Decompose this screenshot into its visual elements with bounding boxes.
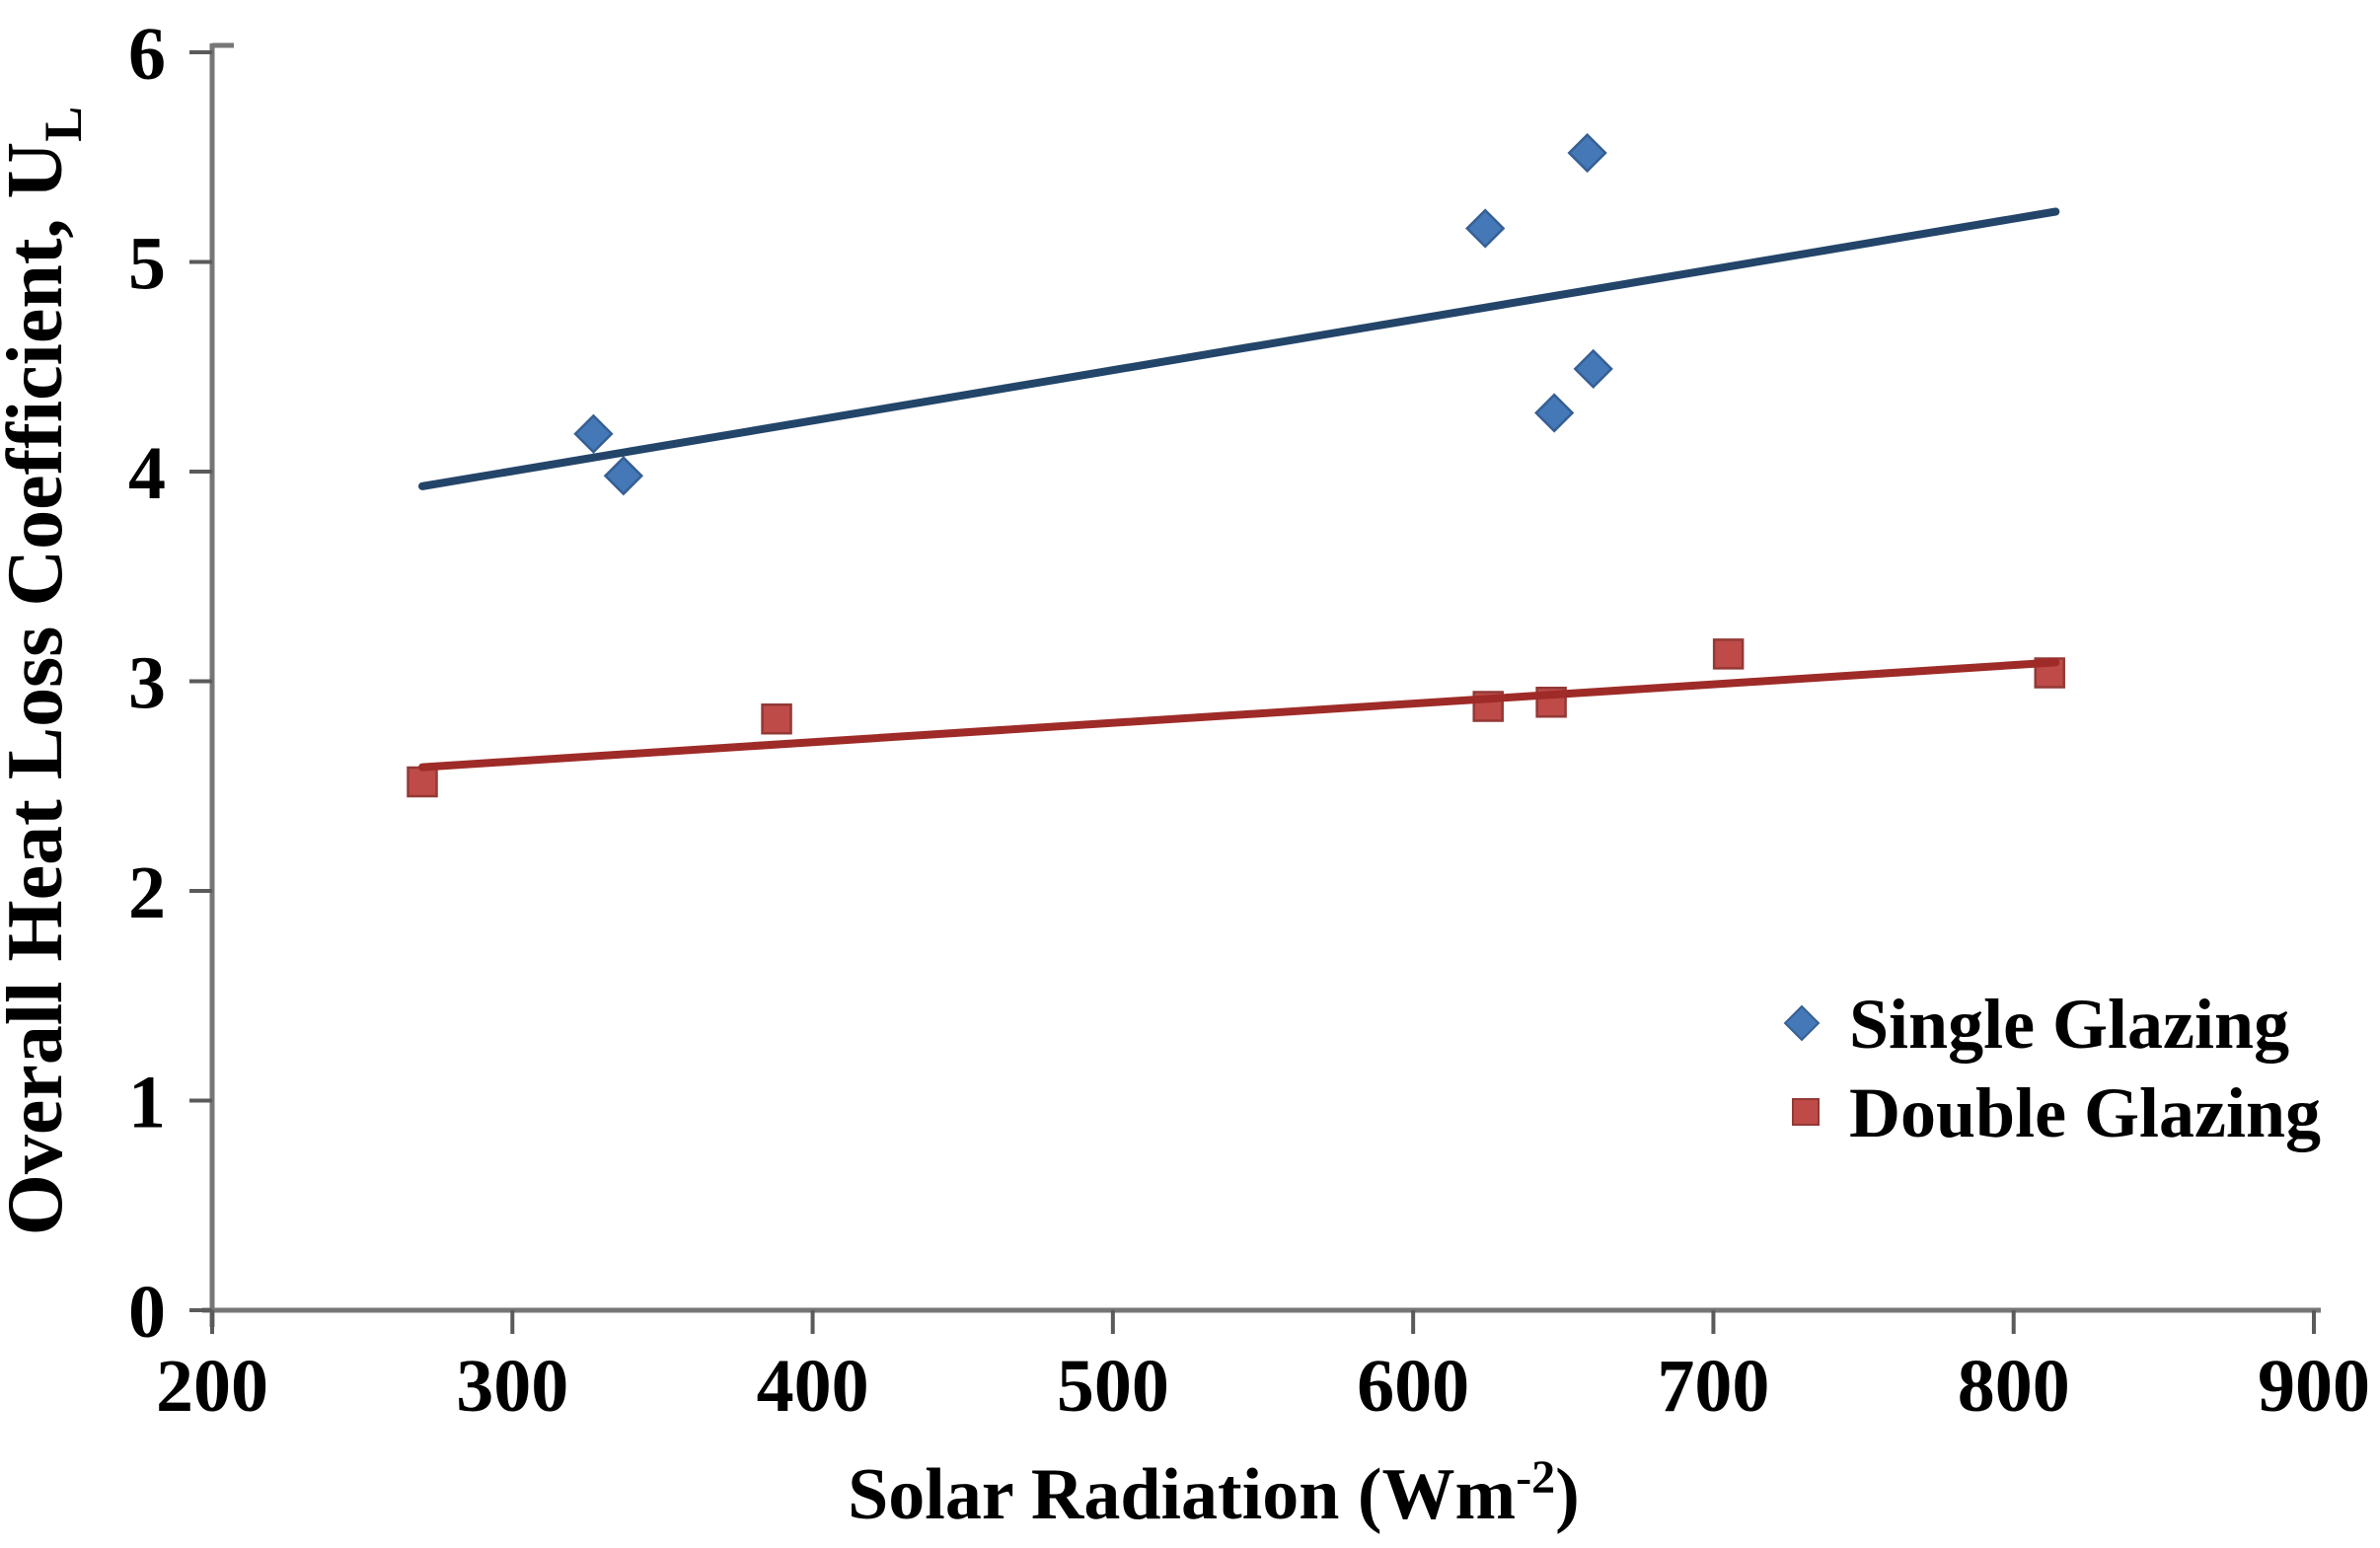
x-tick-label: 900 [2258, 1345, 2370, 1428]
x-axis-ticks: 200 300 400 500 600 700 800 900 [156, 1310, 2370, 1428]
data-point-diamond-single-glazing [573, 413, 614, 454]
x-tick-label: 800 [1958, 1345, 2070, 1428]
legend-marker-square [1792, 1098, 1820, 1126]
axes [202, 42, 2321, 1327]
x-tick-label: 700 [1657, 1345, 1769, 1428]
trendlines [418, 207, 2060, 772]
data-point-square-double-glazing [761, 703, 792, 735]
y-axis-title: Overall Heat Loss Coefficient, UL [0, 107, 93, 1236]
data-point-diamond-single-glazing [1567, 132, 1607, 174]
data-series [407, 132, 2065, 798]
x-tick-label: 200 [156, 1345, 268, 1428]
y-tick-label: 1 [128, 1062, 166, 1144]
y-axis-title-subscript: L [34, 107, 93, 142]
legend-label: Double Glazing [1849, 1073, 2321, 1152]
data-point-diamond-single-glazing [1465, 208, 1506, 249]
y-axis-title-main: Overall Heat Loss Coefficient, U [0, 142, 79, 1236]
y-tick-label: 3 [128, 642, 166, 725]
data-point-diamond-single-glazing [1573, 348, 1613, 390]
legend: Single Glazing Double Glazing [1783, 985, 2321, 1152]
x-tick-label: 300 [456, 1345, 568, 1428]
x-tick-label: 500 [1057, 1345, 1169, 1428]
x-axis-title-main: Solar Radiation (Wm [848, 1454, 1516, 1535]
y-axis-ticks: 0 1 2 3 4 5 6 [128, 13, 212, 1354]
data-point-square-double-glazing [407, 766, 438, 798]
legend-marker-diamond [1783, 1004, 1821, 1042]
x-axis-title-close: ) [1555, 1454, 1580, 1535]
x-tick-label: 600 [1357, 1345, 1469, 1428]
data-point-diamond-single-glazing [603, 456, 644, 496]
axis-titles: Solar Radiation (Wm-2) Overall Heat Loss … [0, 107, 1580, 1535]
legend-label: Single Glazing [1849, 985, 2289, 1064]
x-tick-label: 400 [757, 1345, 869, 1428]
y-tick-label: 0 [128, 1271, 166, 1354]
data-point-diamond-single-glazing [1534, 393, 1575, 433]
y-tick-label: 2 [128, 851, 166, 934]
x-axis-title-superscript: -2 [1516, 1451, 1555, 1504]
trendline-single-glazing [418, 207, 2060, 490]
trendline-double-glazing [418, 658, 2060, 772]
x-axis-title: Solar Radiation (Wm-2) [848, 1451, 1580, 1535]
data-point-square-double-glazing [1712, 638, 1745, 670]
y-tick-label: 5 [128, 223, 166, 306]
y-tick-label: 4 [128, 432, 166, 515]
y-tick-label: 6 [128, 13, 166, 96]
